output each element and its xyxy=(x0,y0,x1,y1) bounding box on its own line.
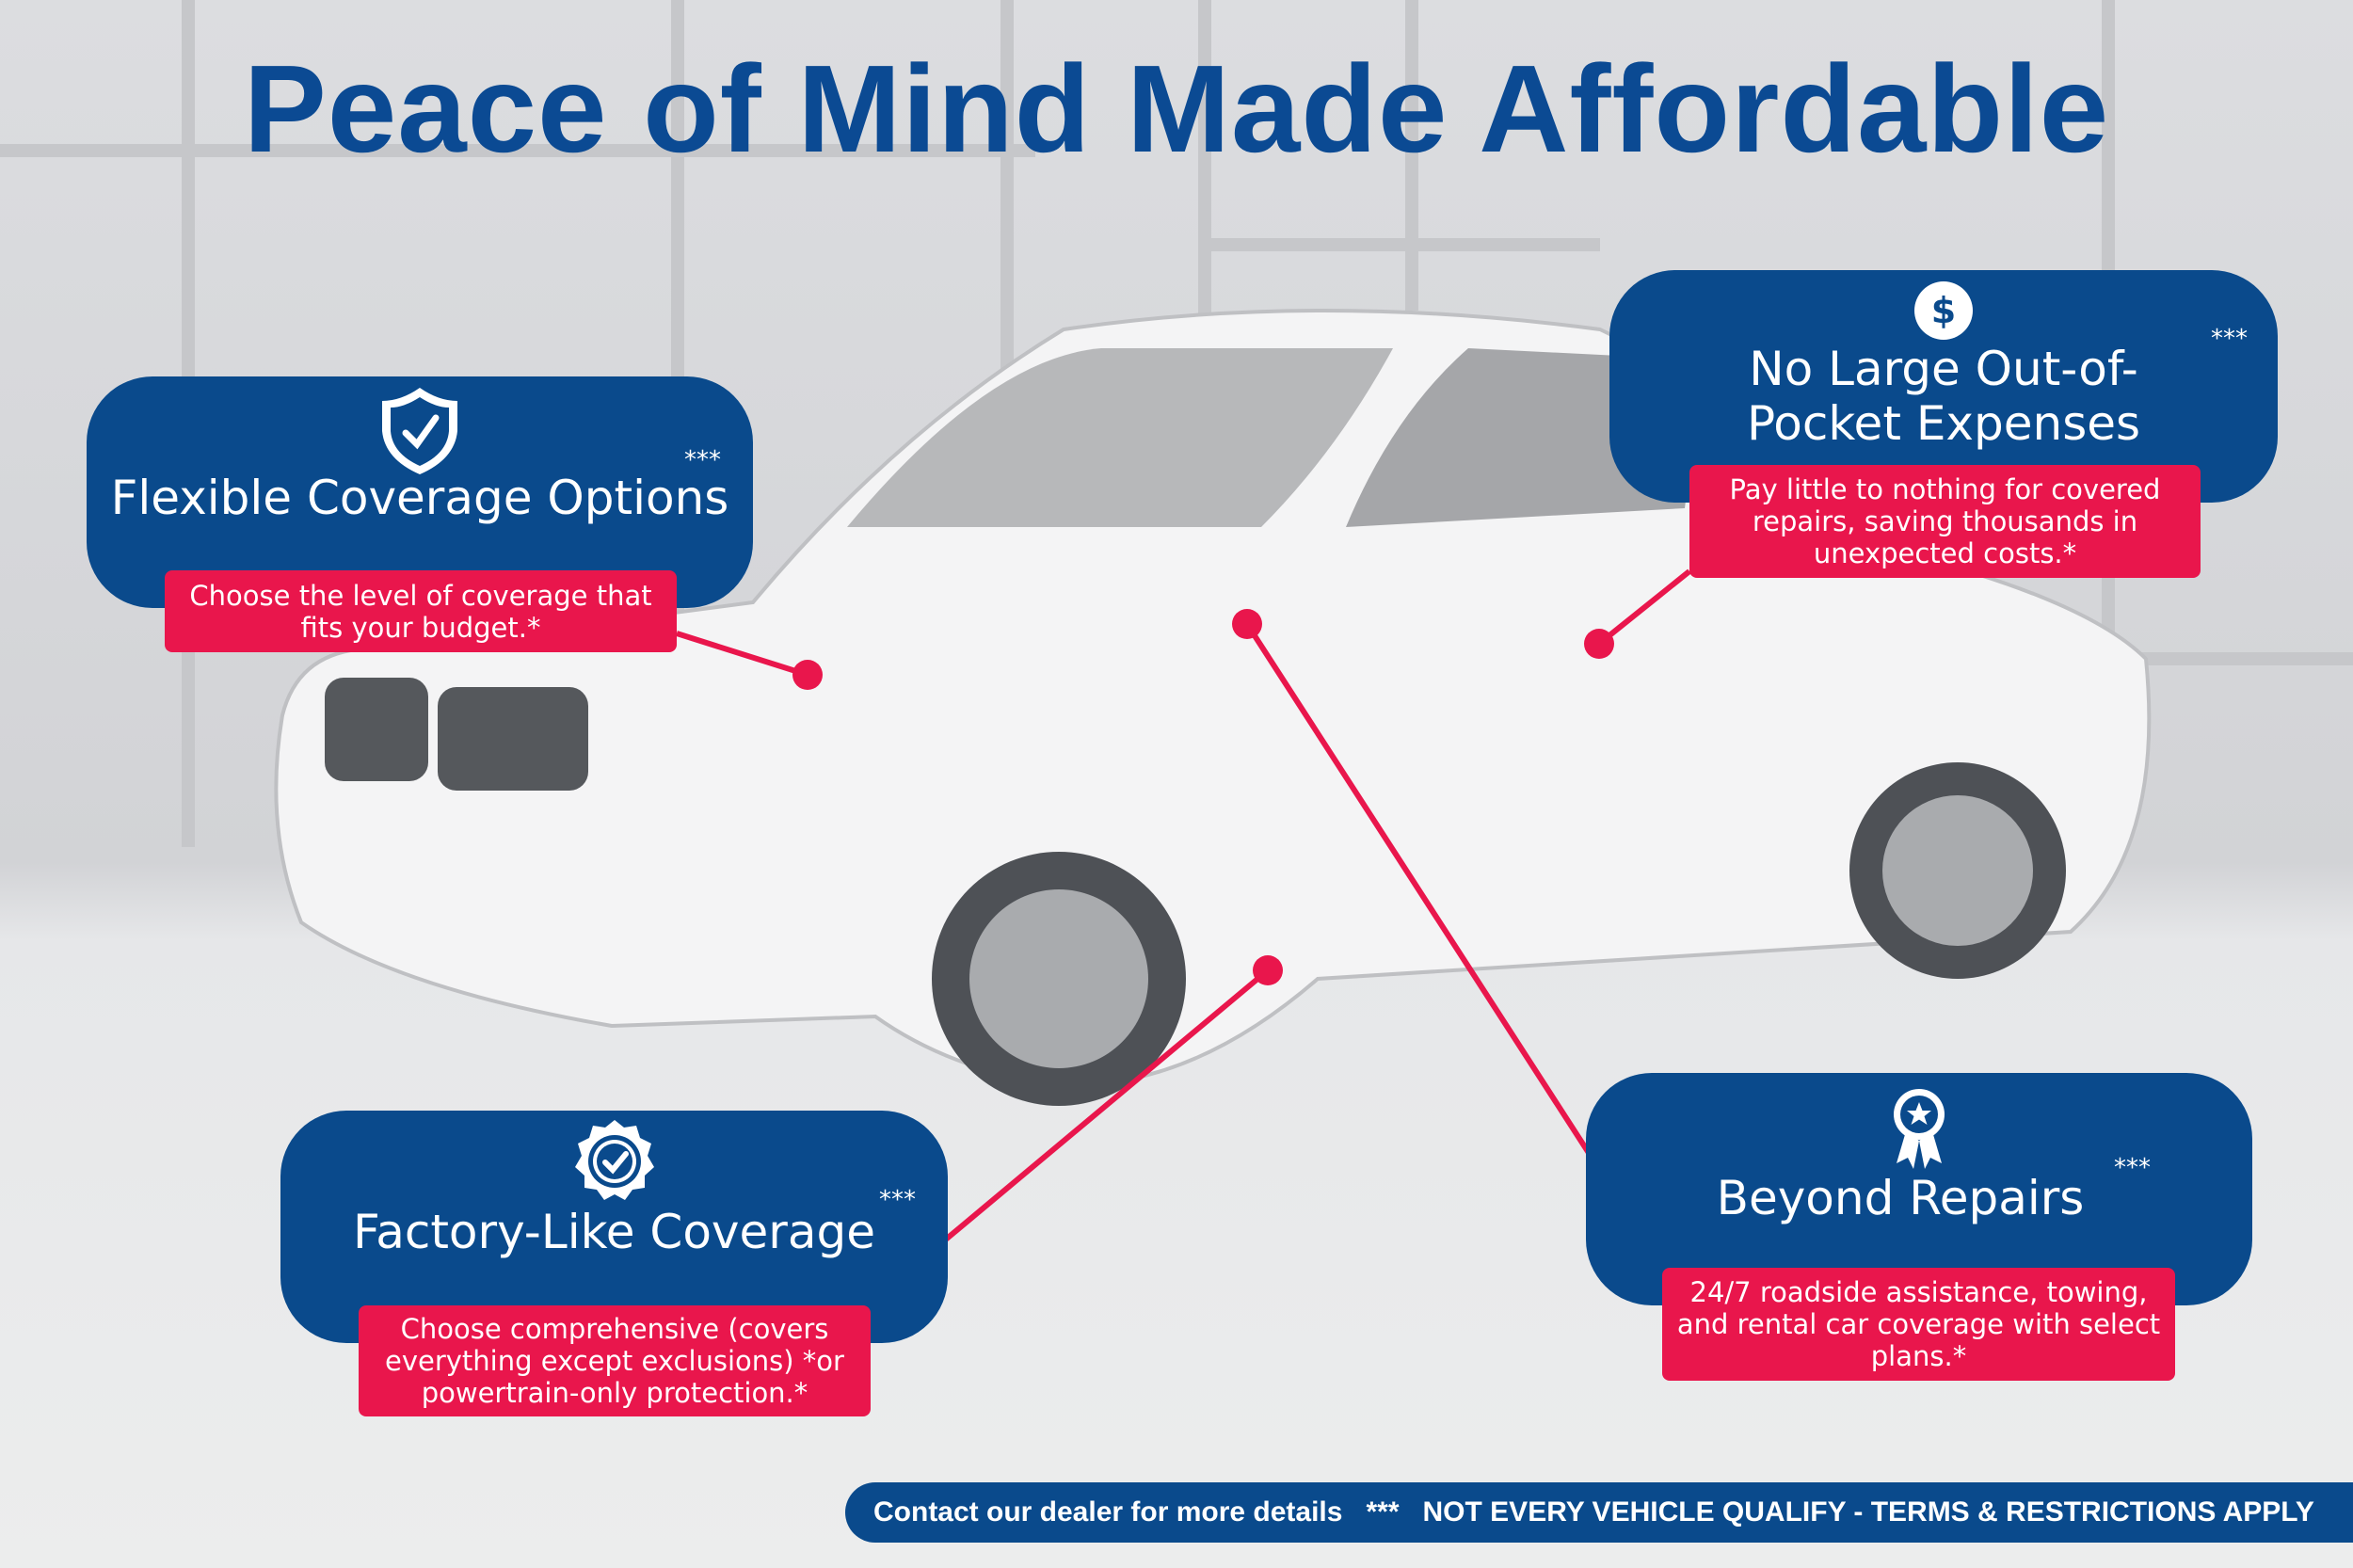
disclaimer-text: NOT EVERY VEHICLE QUALIFY - TERMS & REST… xyxy=(1422,1496,2314,1528)
card-note: 24/7 roadside assistance, towing, and re… xyxy=(1662,1268,2175,1381)
card-flexible-coverage: *** Flexible Coverage Options xyxy=(87,376,753,608)
card-heading: Beyond Repairs xyxy=(1716,1171,2085,1225)
connector-line xyxy=(676,631,808,678)
award-ribbon-icon xyxy=(1894,1089,1945,1169)
asterisk-marker: *** xyxy=(879,1186,916,1214)
svg-text:$: $ xyxy=(1931,290,1956,331)
dollar-icon: $ xyxy=(1914,281,1973,340)
card-note: Choose the level of coverage that fits y… xyxy=(165,570,677,652)
asterisk-marker: *** xyxy=(2211,325,2248,353)
footer-disclaimer-bar: Contact our dealer for more details *** … xyxy=(845,1482,2353,1543)
hotspot-dot xyxy=(1232,609,1262,639)
asterisk-marker: *** xyxy=(2114,1154,2151,1182)
hotspot-dot xyxy=(792,660,823,690)
footer-separator: *** xyxy=(1366,1496,1400,1528)
card-heading: Factory-Like Coverage xyxy=(353,1205,875,1259)
card-no-out-of-pocket: $ *** No Large Out-of-Pocket Expenses xyxy=(1609,270,2278,503)
card-beyond-repairs: *** Beyond Repairs xyxy=(1586,1073,2252,1305)
card-note: Choose comprehensive (covers everything … xyxy=(359,1305,871,1416)
card-note: Pay little to nothing for covered repair… xyxy=(1689,465,2201,578)
page-title: Peace of Mind Made Affordable xyxy=(243,40,2110,178)
badge-check-icon xyxy=(574,1120,654,1200)
card-heading: Flexible Coverage Options xyxy=(110,471,729,525)
hotspot-dot xyxy=(1584,629,1614,659)
card-heading: No Large Out-of-Pocket Expenses xyxy=(1746,342,2141,451)
hotspot-dot xyxy=(1253,955,1283,985)
card-factory-like: *** Factory-Like Coverage xyxy=(280,1111,948,1343)
shield-check-icon xyxy=(382,388,457,474)
contact-text: Contact our dealer for more details xyxy=(873,1496,1343,1528)
asterisk-marker: *** xyxy=(684,446,721,474)
connector-line xyxy=(1597,568,1691,647)
